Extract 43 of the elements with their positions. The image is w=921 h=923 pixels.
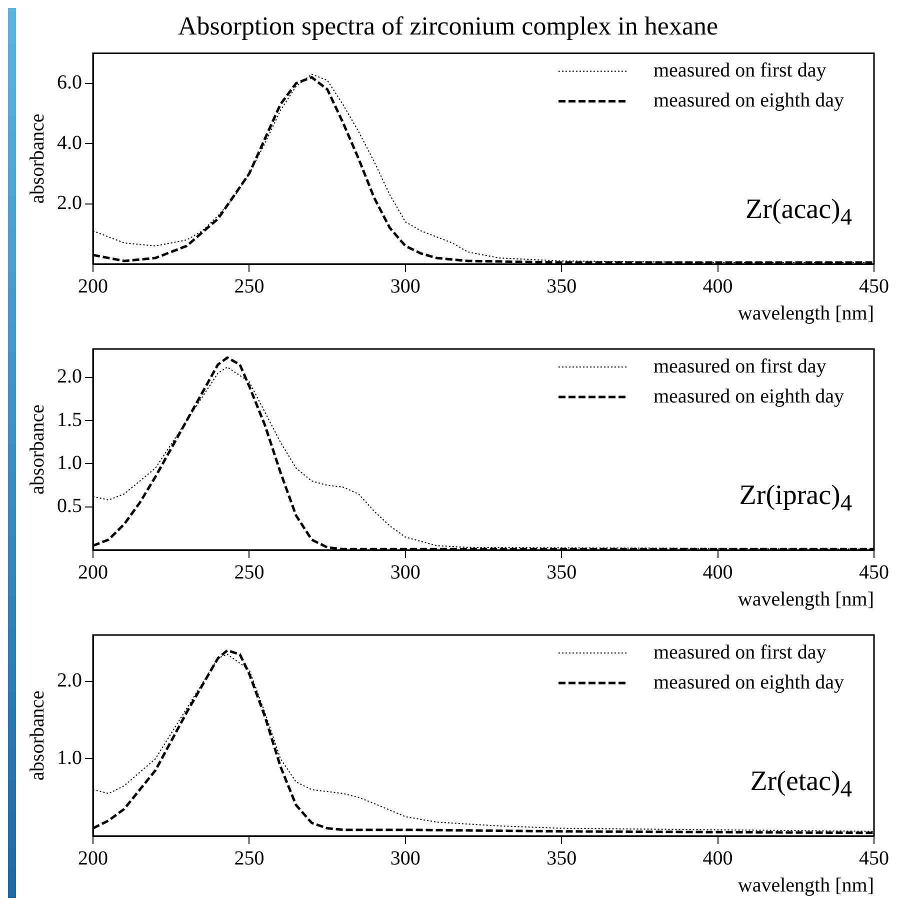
x-axis-title: wavelength [nm] [738, 302, 874, 324]
x-tick-label: 350 [546, 275, 577, 298]
x-tick-label: 450 [859, 847, 889, 870]
legend-label: measured on first day [654, 59, 826, 82]
x-tick-label: 250 [234, 847, 264, 870]
y-tick-label: 6.0 [57, 72, 82, 94]
legend-label: measured on eighth day [654, 385, 844, 408]
y-tick-label: 1.5 [57, 408, 82, 431]
x-tick-label: 200 [78, 275, 108, 298]
x-tick-label: 450 [859, 275, 889, 298]
y-tick-label: 2.0 [57, 670, 82, 692]
legend-label: measured on first day [654, 355, 826, 378]
annotation: Zr(etac)$_{4}$ [750, 766, 852, 804]
x-tick-label: 450 [859, 561, 889, 584]
x-axis-title: wavelength [nm] [738, 874, 874, 896]
x-tick-label: 400 [702, 847, 733, 870]
x-tick-label: 200 [78, 847, 108, 870]
y-axis-title: absorbance [26, 114, 48, 204]
y-axis-title: absorbance [26, 690, 48, 780]
x-axis-title: wavelength [nm] [738, 588, 874, 610]
chart-title: Absorption spectra of zirconium complex in hexane [178, 11, 718, 40]
annotation: Zr(iprac)$_{4}$ [739, 480, 852, 518]
y-tick-label: 2.0 [57, 366, 82, 388]
legend-label: measured on eighth day [654, 89, 844, 112]
x-tick-label: 300 [390, 847, 420, 870]
x-tick-label: 400 [702, 275, 733, 298]
annotation: Zr(acac)$_{4}$ [746, 194, 852, 232]
x-tick-label: 250 [234, 561, 264, 584]
legend-label: measured on first day [654, 641, 826, 664]
y-axis-title: absorbance [26, 404, 48, 494]
y-tick-label: 2.0 [57, 192, 82, 214]
x-tick-label: 400 [702, 561, 733, 584]
legend-label: measured on eighth day [654, 671, 844, 694]
x-tick-label: 300 [390, 275, 420, 298]
y-tick-label: 0.5 [57, 495, 82, 518]
y-tick-label: 4.0 [57, 132, 82, 154]
x-tick-label: 350 [546, 847, 577, 870]
y-tick-label: 1.0 [57, 746, 82, 769]
x-tick-label: 350 [546, 561, 577, 584]
y-tick-label: 1.0 [57, 452, 82, 474]
x-tick-label: 250 [234, 275, 264, 298]
x-tick-label: 200 [78, 561, 108, 584]
x-tick-label: 300 [390, 561, 420, 584]
